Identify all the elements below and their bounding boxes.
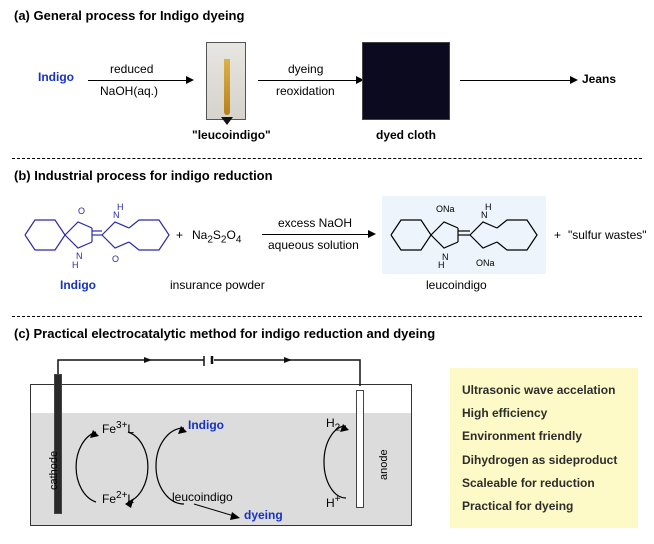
- arrow-a1: [88, 80, 188, 81]
- indigo-structure: O O N N H H: [20, 200, 170, 270]
- arrow-a2-above: dyeing: [288, 62, 323, 76]
- h-plus-label: H+: [326, 494, 341, 510]
- section-a-title: (a) General process for Indigo dyeing: [14, 8, 640, 23]
- fe3l-label: Fe3+LFe3+L: [102, 420, 134, 436]
- section-c: (c) Practical electrocatalytic method fo…: [14, 326, 640, 341]
- feature-item: Dihydrogen as sideproduct: [462, 453, 626, 467]
- svg-text:O: O: [112, 254, 119, 264]
- h2-label: H2: [326, 416, 340, 433]
- leucoindigo-structure: ONa ONa N N H H: [386, 200, 542, 270]
- section-b-title: (b) Industrial process for indigo reduct…: [14, 168, 640, 183]
- svg-text:H: H: [485, 202, 492, 212]
- dyeing-label: dyeing: [244, 508, 283, 522]
- svg-text:H: H: [72, 260, 79, 270]
- arrow-b-below: aqueous solution: [268, 238, 359, 252]
- arrow-a3-head: [570, 76, 578, 84]
- jeans-label: Jeans: [582, 72, 616, 86]
- indigo-start-label: Indigo: [38, 70, 74, 84]
- leucoindigo-c-label: leucoindigo: [172, 490, 233, 504]
- section-a: (a) General process for Indigo dyeing: [14, 8, 640, 23]
- vial-tip: [221, 117, 233, 125]
- feature-item: High efficiency: [462, 406, 626, 420]
- dyed-cloth-label: dyed cloth: [376, 128, 436, 142]
- leucoindigo-label: "leucoindigo": [192, 128, 271, 142]
- arrow-b-head: [368, 230, 376, 238]
- plus-2: +: [554, 228, 561, 242]
- vial-liquid: [224, 59, 230, 115]
- features-box: Ultrasonic wave accelation High efficien…: [450, 368, 638, 528]
- arrow-b: [262, 234, 370, 235]
- insurance-powder-label: insurance powder: [170, 278, 265, 292]
- arrow-a3: [460, 80, 572, 81]
- svg-text:H: H: [438, 260, 445, 270]
- divider-2: [12, 316, 642, 317]
- feature-item: Ultrasonic wave accelation: [462, 383, 626, 397]
- divider-1: [12, 158, 642, 159]
- svg-text:H: H: [117, 202, 124, 212]
- section-b: (b) Industrial process for indigo reduct…: [14, 168, 640, 183]
- vial-image: [206, 42, 246, 120]
- arrow-b-above: excess NaOH: [278, 216, 352, 230]
- arrow-a2: [258, 80, 358, 81]
- leucoindigo-b-label: leucoindigo: [426, 278, 487, 292]
- arrow-a1-below: NaOH(aq.): [100, 84, 158, 98]
- anode-label: anode: [378, 449, 390, 480]
- cathode-label: cathode: [48, 451, 60, 490]
- hydrogen-cycle: [312, 412, 372, 512]
- arrow-a2-below: reoxidation: [276, 84, 335, 98]
- svg-text:O: O: [78, 206, 85, 216]
- cloth-image: [362, 42, 450, 120]
- svg-text:ONa: ONa: [476, 258, 495, 268]
- section-c-title: (c) Practical electrocatalytic method fo…: [14, 326, 640, 341]
- fe2l-label: Fe2+L: [102, 490, 134, 506]
- arrow-a1-above: reduced: [110, 62, 153, 76]
- svg-text:ONa: ONa: [436, 204, 455, 214]
- feature-item: Scaleable for reduction: [462, 476, 626, 490]
- arrow-a1-head: [186, 76, 194, 84]
- wire-svg: [54, 356, 370, 386]
- plus-1: +: [176, 228, 183, 242]
- feature-item: Environment friendly: [462, 429, 626, 443]
- feature-item: Practical for dyeing: [462, 499, 626, 513]
- sulfur-wastes: "sulfur wastes": [568, 228, 647, 242]
- cathode: [54, 374, 62, 514]
- indigo-b-label: Indigo: [60, 278, 96, 292]
- indigo-c-label: Indigo: [188, 418, 224, 432]
